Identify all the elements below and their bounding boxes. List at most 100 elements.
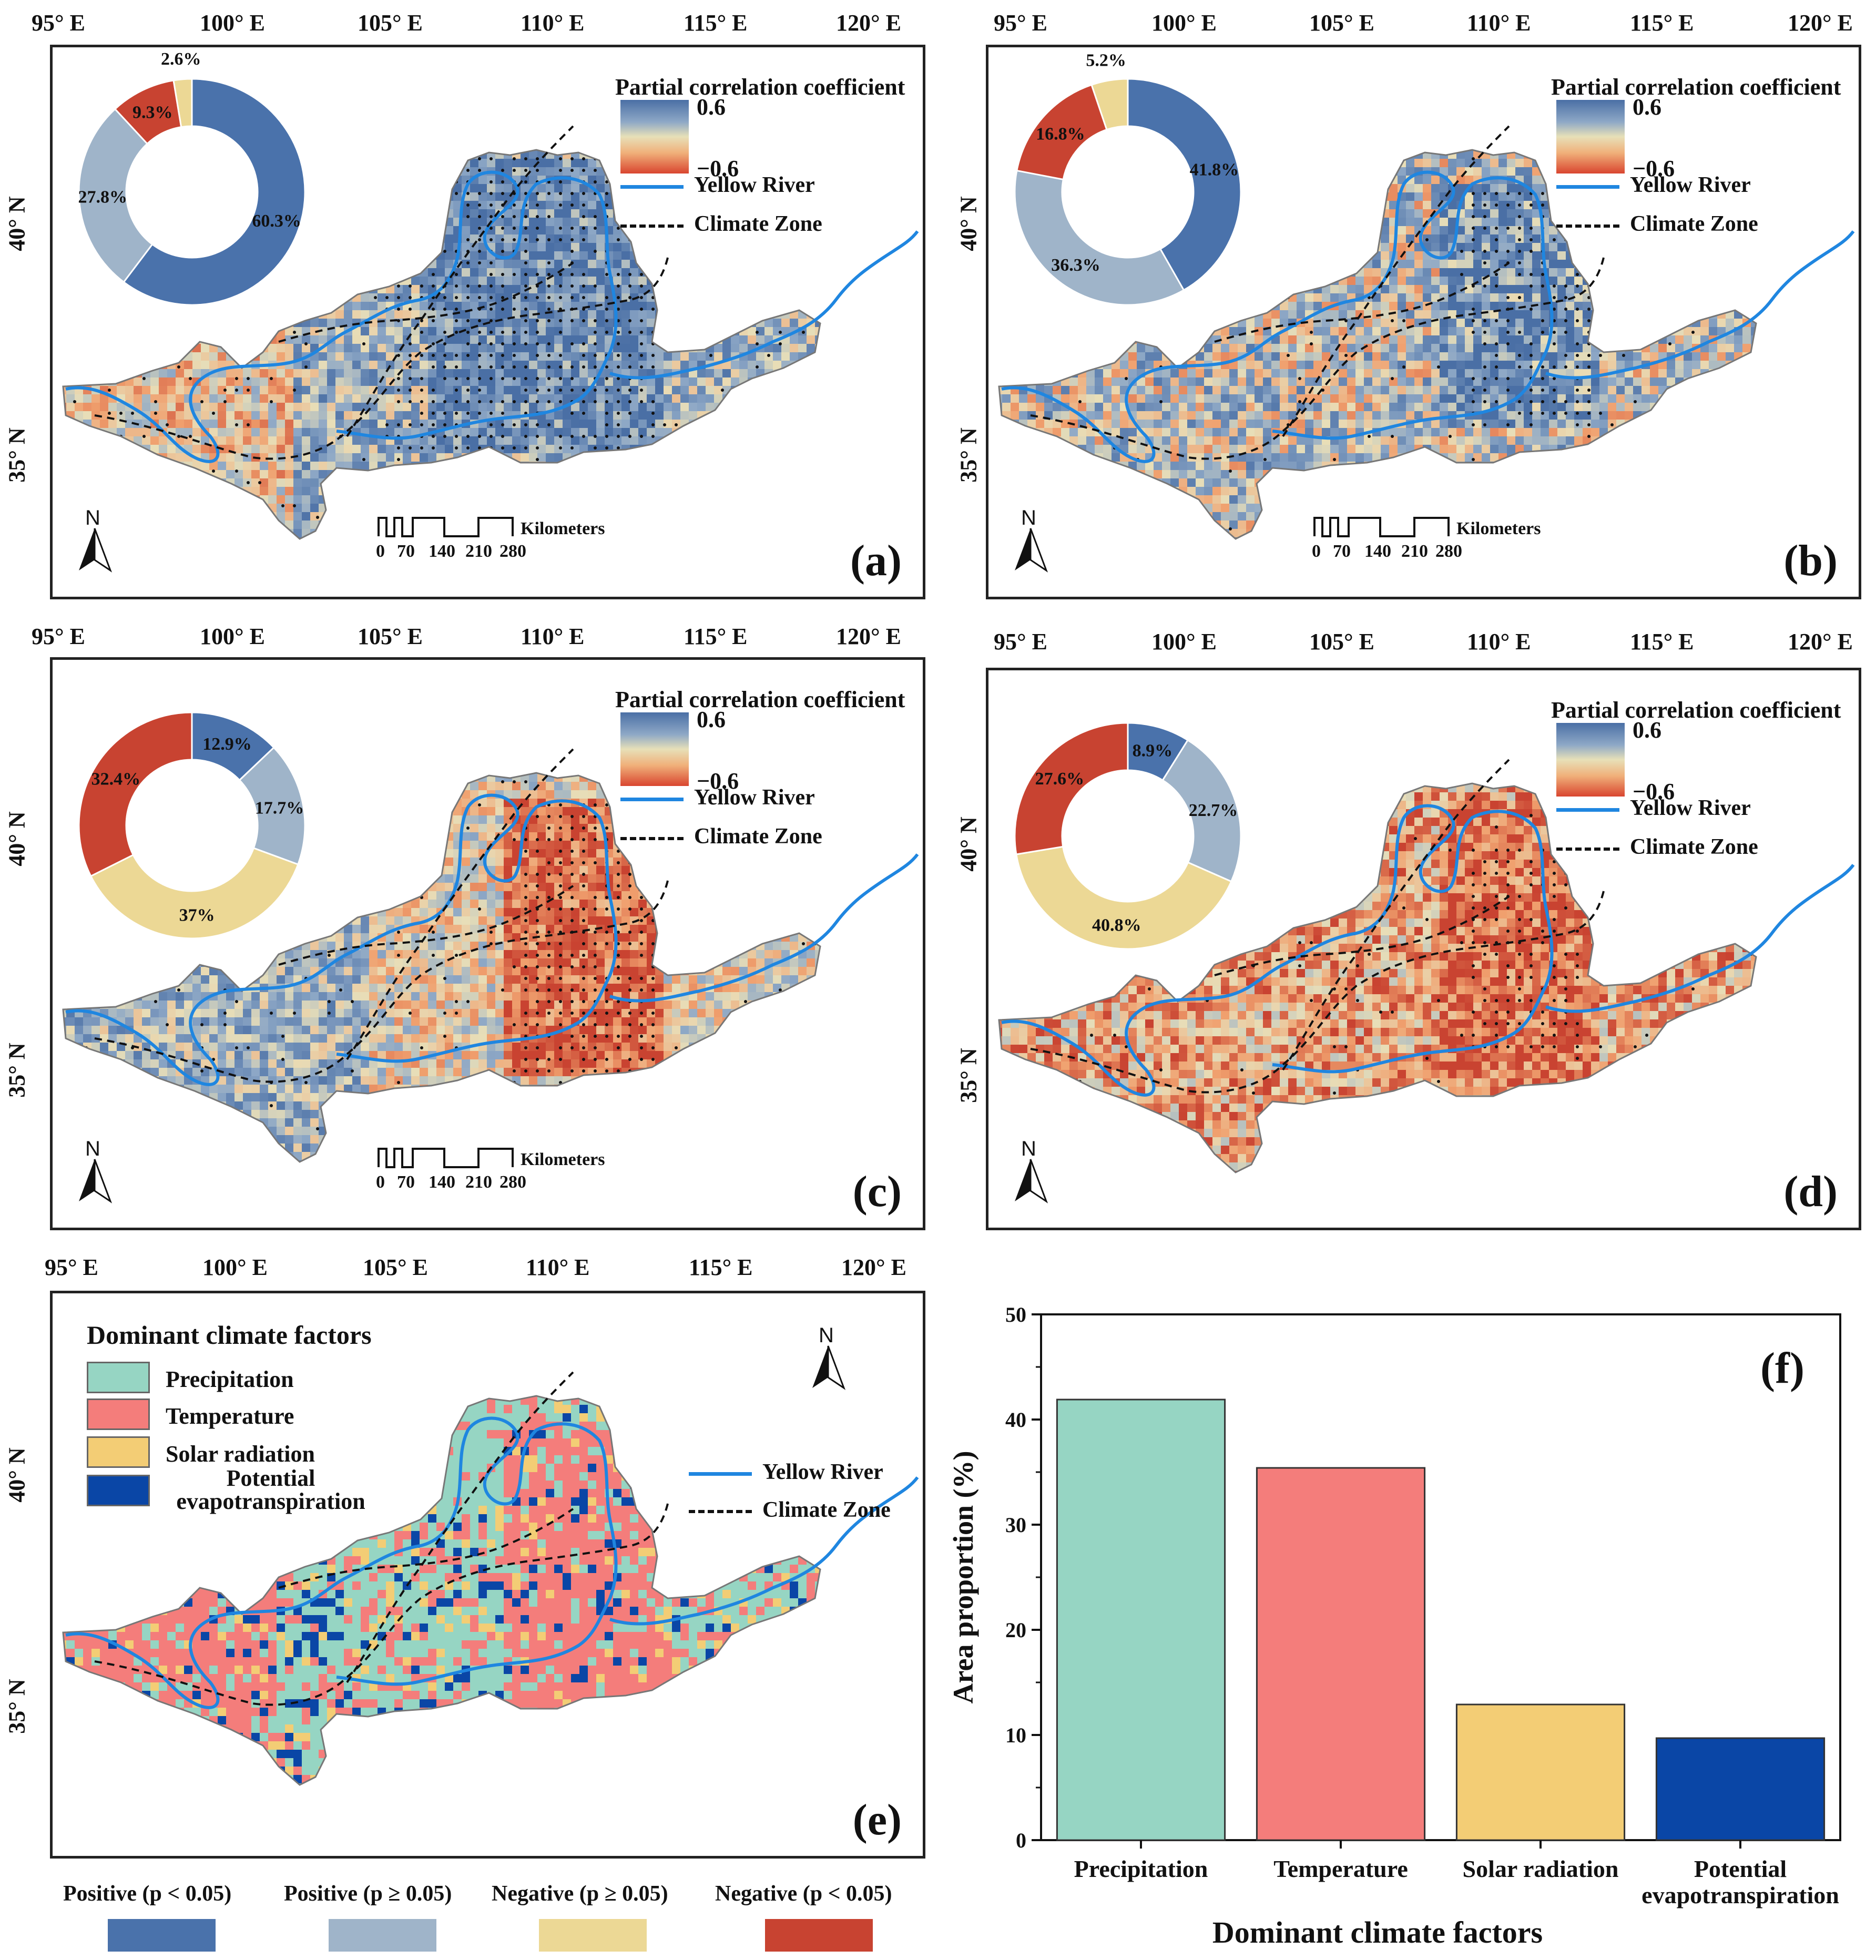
donut-slice [79,712,192,876]
scale-tick: 140 [1364,542,1391,562]
legend-solar-label: Solar radiation [166,1441,315,1467]
legend-river-line [620,798,684,801]
donut-slice-label: 5.2% [1086,50,1126,70]
y-tick-label: 20 [1005,1618,1026,1642]
north-label: N [1021,1137,1036,1161]
panel-label: (a) [850,535,902,586]
lon-label: 120° E [836,9,901,36]
north-arrow-icon: N [74,1138,116,1207]
lon-label: 100° E [202,1254,268,1281]
x-tick-label: Precipitation [1074,1855,1208,1882]
x-tick-label: Potential [1694,1855,1787,1882]
lat-label: 35° N [4,427,30,482]
north-arrow-icon: N [1010,1138,1052,1207]
lat-label: 35° N [4,1043,30,1097]
donut-slice-label: 27.8% [78,188,127,207]
donut-svg: 8.9%22.7%40.8%27.6% [1015,723,1241,949]
coefficient-colorbar [1556,723,1625,797]
lat-label: 35° N [955,1048,982,1102]
scale-tick: 140 [429,542,455,562]
legend-river-label: Yellow River [694,785,815,810]
panel-label: (b) [1783,535,1838,586]
lon-label: 110° E [521,623,585,650]
bar-potential-evapotranspiration [1656,1738,1824,1840]
donut-slice-label: 41.8% [1190,160,1239,179]
legend-river-label: Yellow River [694,172,815,198]
legend-pos-nonsig-swatch [329,1919,436,1952]
coef-title: Partial correlation coefficient [615,74,905,100]
lon-label: 95° E [32,9,85,36]
legend-temp-swatch [87,1398,150,1430]
lon-label: 95° E [994,9,1047,36]
factor-legend-title: Dominant climate factors [87,1320,372,1350]
legend-precip-label: Precipitation [166,1366,294,1393]
colorbar-max: 0.6 [1633,717,1661,743]
lon-label: 115° E [689,1254,753,1281]
lon-label: 115° E [684,623,748,650]
scale-tick: 280 [1435,542,1462,562]
lon-label: 100° E [1151,628,1217,655]
donut-chart: 41.8%36.3%16.8%5.2% [1015,79,1241,305]
lon-label: 95° E [994,628,1047,655]
lat-label: 40° N [4,811,30,866]
colorbar-max: 0.6 [1633,94,1661,120]
donut-chart: 8.9%22.7%40.8%27.6% [1015,723,1241,949]
lon-label: 105° E [1309,628,1374,655]
lon-label: 110° E [526,1254,590,1281]
lon-label: 95° E [32,623,85,650]
lat-label: 40° N [955,196,982,251]
lon-label: 120° E [1788,628,1853,655]
coef-title: Partial correlation coefficient [1551,697,1841,723]
lon-label: 105° E [358,623,423,650]
legend-neg-sig-label: Negative (p < 0.05) [715,1881,892,1906]
north-label: N [85,1137,100,1161]
legend-pos-nonsig-label: Positive (p ≥ 0.05) [284,1881,452,1906]
legend-climate-zone-label: Climate Zone [694,824,822,849]
panel-label: (c) [853,1166,902,1217]
x-tick-label: Temperature [1273,1855,1408,1882]
donut-svg: 41.8%36.3%16.8%5.2% [1015,79,1241,305]
legend-pos-sig-label: Positive (p < 0.05) [63,1881,231,1906]
donut-slice-label: 37% [179,906,215,925]
legend-pet-swatch [87,1475,150,1506]
legend-climate-zone-label: Climate Zone [1630,211,1758,237]
donut-slice-label: 17.7% [255,799,304,818]
scale-tick: 0 [376,1172,385,1192]
scale-tick: 210 [1401,542,1428,562]
scale-tick: 70 [1333,542,1351,562]
scale-tick: 0 [376,542,385,562]
lat-label: 40° N [955,816,982,871]
x-tick-label: Solar radiation [1463,1855,1619,1882]
lon-label: 95° E [45,1254,98,1281]
scale-unit: Kilometers [521,1150,605,1170]
donut-svg: 12.9%17.7%37%32.4% [79,712,305,938]
coefficient-colorbar [620,100,689,173]
legend-climate-zone-label: Climate Zone [762,1497,891,1523]
y-tick-label: 40 [1005,1408,1026,1432]
coefficient-colorbar [1556,100,1625,173]
y-tick-label: 30 [1005,1513,1026,1537]
legend-climate-zone-line [620,837,684,840]
x-tick-label: evapotranspiration [1642,1882,1839,1908]
lon-label: 120° E [841,1254,906,1281]
lon-label: 105° E [363,1254,428,1281]
donut-slice-label: 27.6% [1035,769,1085,789]
lon-label: 115° E [684,9,748,36]
coefficient-colorbar [620,712,689,786]
legend-climate-zone-line [1556,224,1619,228]
donut-chart: 12.9%17.7%37%32.4% [79,712,305,938]
legend-river-label: Yellow River [1630,795,1751,821]
lon-label: 110° E [1467,9,1531,36]
bar-precipitation [1057,1400,1225,1840]
north-arrow-icon: N [1010,507,1052,576]
lon-label: 115° E [1630,9,1694,36]
lat-label: 35° N [955,427,982,482]
x-axis-title: Dominant climate factors [1212,1915,1543,1949]
scale-tick: 280 [499,1172,526,1192]
legend-pet-label: Potential evapotranspiration [166,1467,376,1513]
scale-tick: 210 [465,1172,492,1192]
